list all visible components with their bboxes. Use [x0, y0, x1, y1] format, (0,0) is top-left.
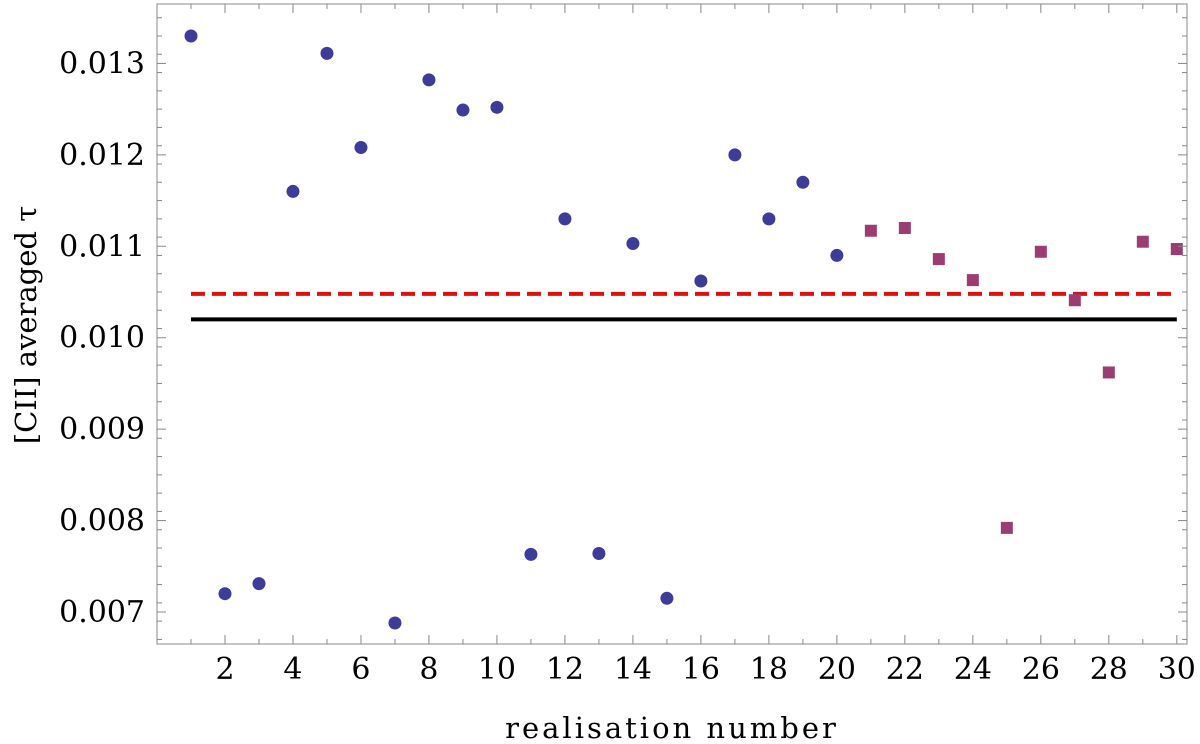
data-point-square	[1102, 366, 1115, 379]
x-tick-label: 16	[682, 652, 720, 687]
x-tick-label: 4	[283, 652, 302, 687]
data-point-circle	[388, 616, 402, 630]
x-tick-label: 10	[478, 652, 516, 687]
x-tick-label: 26	[1022, 652, 1060, 687]
x-tick-label: 22	[886, 652, 924, 687]
x-tick-label: 18	[750, 652, 788, 687]
data-point-square	[932, 253, 945, 266]
x-tick-label: 2	[215, 652, 234, 687]
y-tick-label: 0.013	[59, 46, 145, 81]
y-tick-label: 0.007	[59, 595, 145, 630]
x-tick-label: 14	[614, 652, 652, 687]
data-point-square	[966, 274, 979, 287]
data-points	[184, 29, 1183, 630]
data-point-circle	[252, 577, 266, 591]
y-tick-label: 0.012	[59, 138, 145, 173]
data-point-square	[864, 224, 877, 237]
x-tick-label: 6	[351, 652, 370, 687]
data-point-circle	[592, 546, 606, 560]
data-point-circle	[354, 141, 368, 155]
data-point-circle	[286, 184, 300, 198]
x-tick-label: 30	[1158, 652, 1196, 687]
y-tick-label: 0.010	[59, 321, 145, 356]
data-point-circle	[456, 103, 470, 117]
x-axis-title: realisation number	[505, 711, 839, 744]
data-point-circle	[626, 237, 640, 251]
data-point-circle	[694, 274, 708, 288]
data-point-square	[1068, 294, 1081, 307]
x-tick-label: 24	[954, 652, 992, 687]
data-point-circle	[490, 100, 504, 114]
data-point-circle	[830, 248, 844, 262]
y-tick-label: 0.008	[59, 504, 145, 539]
y-axis-title: [CII] averaged τ	[9, 206, 43, 445]
x-tick-label: 12	[546, 652, 584, 687]
data-point-circle	[320, 46, 334, 60]
data-point-square	[1136, 235, 1149, 248]
x-tick-label: 28	[1090, 652, 1128, 687]
data-point-circle	[796, 175, 810, 189]
data-point-circle	[762, 212, 776, 226]
x-tick-label: 20	[818, 652, 856, 687]
y-tick-label: 0.011	[59, 229, 145, 264]
data-point-circle	[218, 587, 232, 601]
data-point-circle	[728, 148, 742, 162]
data-point-circle	[184, 29, 198, 43]
plot-frame	[156, 3, 1188, 645]
data-point-square	[898, 222, 911, 234]
data-point-circle	[558, 212, 572, 226]
x-tick-label: 8	[419, 652, 438, 687]
data-point-square	[1170, 243, 1183, 256]
data-point-circle	[524, 547, 538, 561]
data-point-circle	[422, 73, 436, 87]
y-tick-label: 0.009	[59, 412, 145, 447]
data-point-circle	[660, 591, 674, 605]
data-point-square	[1034, 245, 1047, 258]
axis-tick-labels: 2 4 6 8 10 12 14 16 18 20 22 24 26 28 300.0070.0080.00…	[59, 46, 1196, 687]
axis-ticks	[157, 4, 1187, 644]
reference-lines	[190, 291, 1177, 322]
data-point-square	[1000, 521, 1013, 534]
